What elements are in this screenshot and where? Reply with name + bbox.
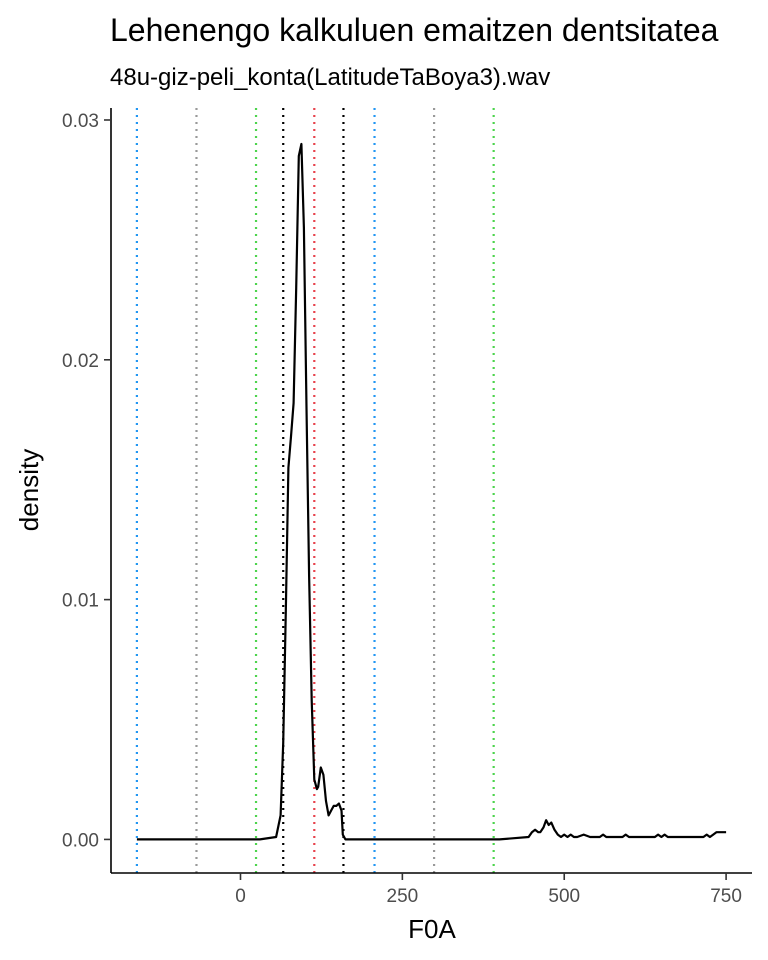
x-tick-label: 250: [387, 886, 419, 907]
tick-labels: 0 250 500 750 0.00 0.01 0.02 0.03: [62, 111, 742, 907]
y-tick-label: 0.01: [62, 591, 99, 612]
x-tick-label: 750: [710, 886, 742, 907]
y-axis-title: density: [14, 449, 44, 531]
x-tick-label: 0: [235, 886, 246, 907]
y-tick-label: 0.00: [62, 830, 99, 851]
chart-title: Lehenengo kalkuluen emaitzen dentsitatea: [110, 12, 719, 48]
axes: [110, 108, 752, 874]
y-tick-label: 0.02: [62, 351, 99, 372]
density-curves: [136, 142, 727, 841]
density-line-0: [136, 142, 727, 841]
y-tick-label: 0.03: [62, 111, 99, 132]
x-tick-label: 500: [548, 886, 580, 907]
reference-lines: [135, 108, 495, 873]
x-axis-title: F0A: [408, 914, 456, 944]
chart-subtitle: 48u-giz-peli_konta(LatitudeTaBoya3).wav: [110, 64, 550, 91]
